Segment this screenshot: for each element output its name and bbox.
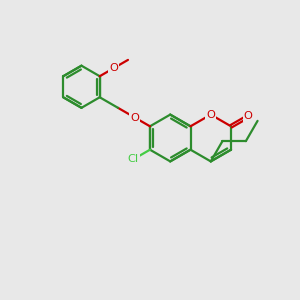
Text: O: O <box>244 111 253 122</box>
Text: Cl: Cl <box>128 154 139 164</box>
Text: O: O <box>130 112 139 122</box>
Text: O: O <box>206 110 215 120</box>
Text: O: O <box>109 63 118 73</box>
